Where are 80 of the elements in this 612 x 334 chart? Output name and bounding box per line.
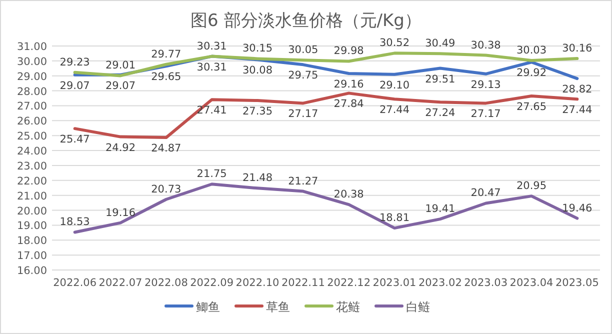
data-label: 21.27 (288, 175, 318, 188)
data-label: 30.16 (562, 42, 592, 55)
y-tick-label: 29.00 (16, 70, 47, 83)
data-label: 28.82 (562, 84, 592, 96)
data-label: 18.81 (379, 212, 410, 224)
data-label: 30.49 (425, 38, 456, 50)
data-label: 30.08 (242, 64, 273, 77)
y-tick-label: 24.00 (16, 146, 47, 158)
data-label: 20.95 (516, 180, 547, 192)
y-tick-label: 18.00 (16, 235, 47, 248)
data-label: 21.75 (196, 168, 227, 180)
x-tick-label: 2022.10 (236, 277, 280, 289)
data-label: 19.46 (562, 202, 592, 214)
legend-label: 花鲢 (336, 300, 360, 314)
data-label: 27.84 (334, 98, 364, 110)
data-label: 25.47 (60, 134, 90, 146)
x-tick-label: 2023.05 (555, 277, 599, 289)
x-tick-label: 2023.01 (372, 277, 416, 289)
x-tick-label: 2022.12 (327, 277, 371, 289)
data-label: 29.16 (334, 78, 364, 90)
data-label: 29.07 (105, 80, 136, 92)
data-label: 29.10 (379, 79, 410, 92)
data-label: 30.03 (516, 44, 547, 56)
y-tick-label: 21.00 (16, 190, 47, 202)
data-label: 21.48 (242, 172, 273, 184)
y-tick-label: 23.00 (16, 160, 47, 172)
data-label: 19.16 (105, 206, 136, 219)
data-label: 27.44 (379, 104, 410, 116)
data-label: 27.35 (242, 106, 273, 118)
data-label: 29.65 (151, 71, 182, 84)
data-label: 29.13 (470, 78, 501, 91)
data-label: 27.17 (470, 108, 501, 120)
data-label: 30.38 (470, 39, 501, 52)
y-tick-label: 17.00 (16, 250, 47, 262)
data-label: 27.65 (516, 101, 547, 114)
data-label: 29.98 (334, 45, 364, 58)
data-label: 30.15 (242, 42, 273, 55)
data-label: 29.23 (60, 56, 90, 68)
legend-label: 鲫鱼 (196, 300, 220, 314)
data-label: 29.75 (288, 70, 318, 82)
data-label: 29.92 (516, 67, 547, 80)
y-tick-label: 19.00 (16, 220, 47, 232)
x-tick-label: 2023.04 (510, 277, 554, 289)
data-label: 19.41 (425, 203, 456, 216)
data-label: 30.31 (196, 40, 227, 52)
data-label: 24.87 (151, 142, 182, 155)
data-label: 20.73 (151, 183, 182, 196)
y-tick-label: 16.00 (16, 265, 47, 277)
x-tick-label: 2022.09 (190, 277, 234, 289)
data-label: 27.17 (288, 108, 318, 120)
y-tick-label: 31.00 (16, 41, 47, 53)
legend-label: 白鲢 (406, 300, 430, 314)
legend-label: 草鱼 (266, 300, 290, 314)
y-tick-label: 22.00 (16, 175, 47, 188)
y-tick-label: 26.00 (16, 116, 47, 128)
data-label: 20.38 (334, 188, 364, 201)
x-tick-label: 2022.07 (98, 277, 142, 289)
data-label: 24.92 (105, 142, 136, 154)
y-tick-label: 30.00 (16, 56, 47, 68)
y-tick-label: 28.00 (16, 86, 47, 98)
x-tick-label: 2022.08 (144, 277, 188, 289)
x-tick-label: 2022.06 (53, 277, 97, 289)
x-tick-label: 2022.11 (281, 277, 325, 289)
y-tick-label: 27.00 (16, 100, 47, 113)
data-label: 29.07 (60, 80, 90, 92)
data-label: 29.77 (151, 48, 182, 60)
data-label: 27.24 (425, 107, 456, 120)
x-tick-label: 2023.03 (464, 277, 508, 289)
data-label: 27.44 (562, 104, 592, 116)
x-tick-label: 2023.02 (418, 277, 462, 289)
title: 图6 部分淡水鱼价格（元/Kg） (190, 11, 422, 31)
data-label: 30.31 (196, 61, 227, 74)
data-label: 20.47 (470, 187, 501, 200)
data-label: 29.01 (105, 60, 136, 72)
y-tick-label: 20.00 (16, 205, 47, 218)
data-label: 30.05 (288, 44, 318, 56)
data-label: 18.53 (60, 216, 90, 228)
data-label: 30.52 (379, 37, 410, 50)
data-label: 29.51 (425, 73, 456, 86)
y-tick-label: 25.00 (16, 130, 47, 143)
